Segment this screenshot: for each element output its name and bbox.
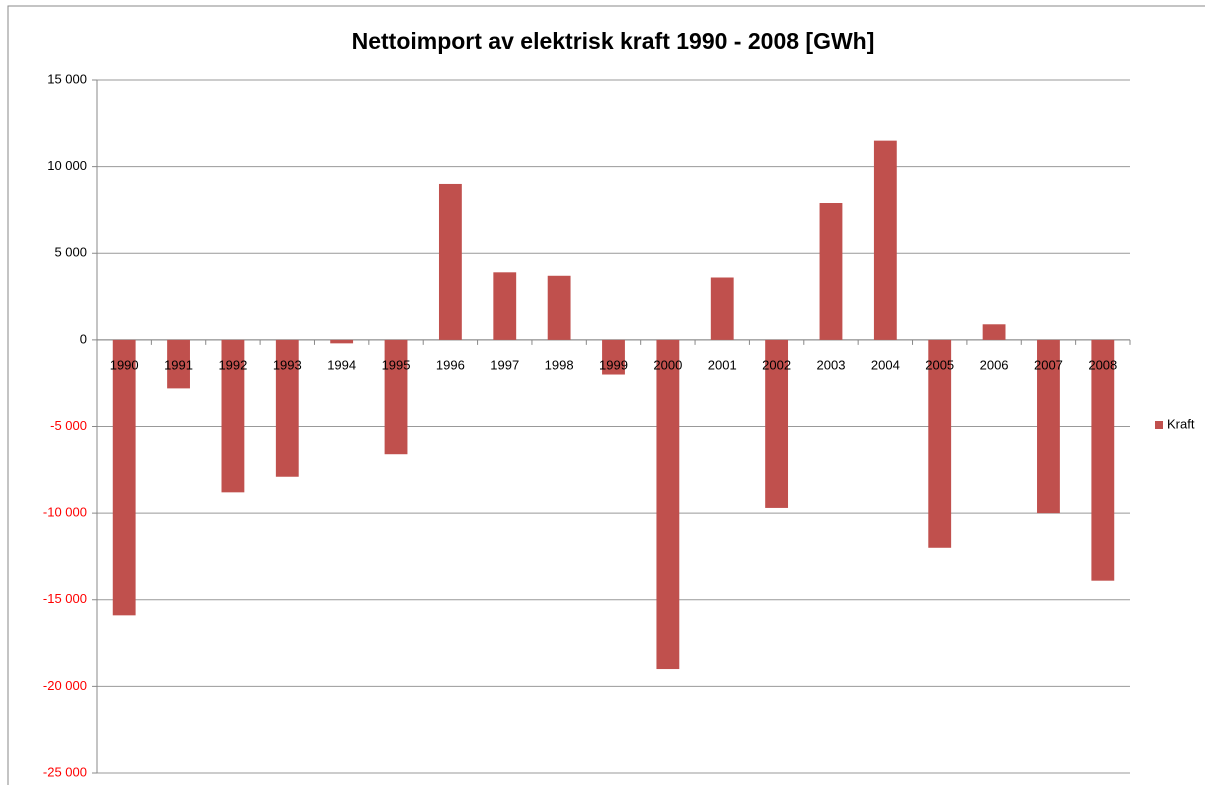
bar [221,339,245,493]
y-tick-label: 10 000 [47,158,87,173]
bar [112,339,136,616]
y-tick-label: -25 000 [43,764,87,779]
chart-frame [7,5,1205,785]
y-tick-label: -15 000 [43,591,87,606]
x-tick-label: 1999 [599,357,628,372]
bar [493,272,517,340]
x-tick-label: 2006 [980,357,1009,372]
x-tick-label: 2004 [871,357,900,372]
x-tick-label: 1998 [545,357,574,372]
bar [275,339,299,477]
chart-title: Nettoimport av elektrisk kraft 1990 - 20… [352,28,875,54]
x-tick-label: 1995 [382,357,411,372]
x-tick-label: 1996 [436,357,465,372]
bar [765,339,789,508]
bar [1091,339,1115,581]
x-tick-label: 1997 [490,357,519,372]
x-tick-label: 2002 [762,357,791,372]
y-tick-label: -10 000 [43,505,87,520]
y-tick-label: 0 [80,331,87,346]
x-tick-label: 1991 [164,357,193,372]
bar [167,339,190,389]
bar [928,339,952,548]
y-tick-label: -20 000 [43,678,87,693]
x-tick-label: 2003 [817,357,846,372]
bar [710,277,734,340]
bar [602,339,625,375]
bar [547,275,571,340]
bar [330,339,354,344]
legend-label: Kraft [1167,416,1195,431]
bar [438,183,462,340]
y-tick-label: 15 000 [47,71,87,86]
x-tick-label: 1993 [273,357,302,372]
bar [1037,339,1060,514]
x-tick-label: 1994 [327,357,356,372]
x-tick-label: 2007 [1034,357,1063,372]
x-tick-label: 1992 [218,357,247,372]
x-tick-label: 2000 [653,357,682,372]
bar [873,140,897,340]
y-tick-label: 5 000 [54,245,87,260]
x-tick-label: 2008 [1088,357,1117,372]
bar [819,203,843,340]
bar [656,339,680,670]
y-tick-label: -5 000 [50,418,87,433]
bar [982,324,1006,340]
bar [384,339,408,455]
x-tick-label: 2005 [925,357,954,372]
x-tick-label: 1990 [110,357,139,372]
x-tick-label: 2001 [708,357,737,372]
legend-swatch [1155,421,1163,429]
